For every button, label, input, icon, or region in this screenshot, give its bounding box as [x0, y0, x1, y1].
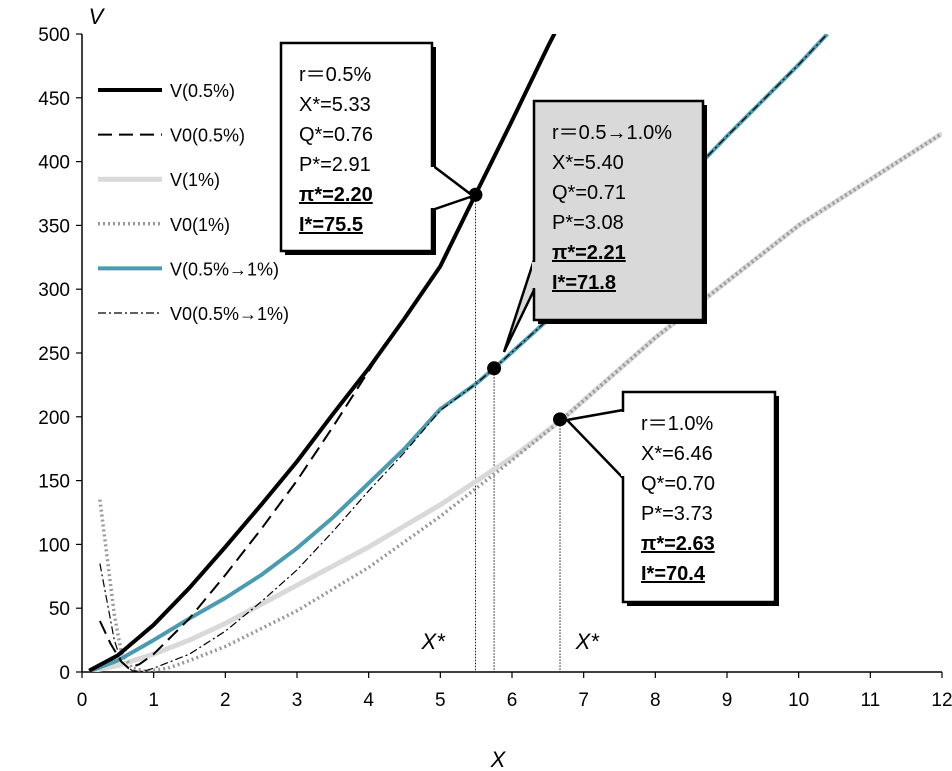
- callout-bold-line: I*=75.5: [299, 214, 363, 236]
- callout-line: P*=3.73: [641, 503, 713, 525]
- x-tick-label: 2: [220, 690, 231, 711]
- legend-label: V0(0.5%): [170, 126, 245, 146]
- x-tick-label: 9: [722, 690, 733, 711]
- x-tick-label: 11: [860, 690, 880, 711]
- y-axis-title: V: [89, 4, 106, 29]
- legend: V(0.5%) V0(0.5%) V(1%) V0(1%) V(0.5%→1%) V0(0…: [98, 81, 289, 324]
- x-tick-label: 6: [507, 690, 518, 711]
- x-star-label: X*: [575, 629, 601, 654]
- callout-line: Q*=0.70: [641, 473, 715, 495]
- callout-line: X*=5.40: [552, 152, 624, 174]
- legend-label: V0(1%): [170, 215, 230, 235]
- callout-r05to10: r＝0.5→1.0% X*=5.40 Q*=0.71 P*=3.08 π*=2.21 I*…: [502, 99, 707, 353]
- x-tick-label: 5: [435, 690, 446, 711]
- y-tick-label: 300: [38, 280, 70, 301]
- optimum-marker: [468, 187, 483, 202]
- y-tick-label: 50: [49, 599, 70, 620]
- callout-r10: r＝1.0% X*=6.46 Q*=0.70 P*=3.73 π*=2.63 I*=70.…: [564, 390, 779, 606]
- callout-line: Q*=0.71: [552, 182, 626, 204]
- callout-bold-line: π*=2.63: [641, 533, 715, 555]
- legend-label: V(1%): [170, 170, 220, 190]
- callout-line: X*=6.46: [641, 443, 713, 465]
- x-tick-label: 10: [788, 690, 809, 711]
- callout-bold-line: I*=71.8: [552, 272, 616, 294]
- callout-bold-line: π*=2.20: [299, 184, 373, 206]
- legend-label: V(0.5%): [170, 81, 235, 101]
- legend-label: V0(0.5%→1%): [170, 304, 289, 324]
- callout-box: [532, 99, 705, 322]
- y-tick-label: 400: [38, 153, 70, 174]
- y-tick-label: 350: [38, 216, 70, 237]
- callout-line: X*=5.33: [299, 94, 371, 116]
- callout-line: P*=2.91: [299, 154, 371, 176]
- callout-box: [621, 390, 777, 604]
- callout-bold-line: I*=70.4: [641, 563, 706, 585]
- callout-pointer: [430, 162, 476, 212]
- optimum-marker: [487, 361, 502, 376]
- series-line: [98, 337, 392, 670]
- series-line: [98, 132, 942, 672]
- x-tick-label: 7: [578, 690, 589, 711]
- callout-r05: r＝0.5% X*=5.33 Q*=0.76 P*=2.91 π*=2.20 I*=75.…: [279, 41, 476, 255]
- x-axis-title: X: [490, 747, 507, 771]
- y-tick-label: 200: [38, 408, 70, 429]
- y-tick-label: 0: [59, 663, 70, 684]
- y-tick-label: 500: [38, 25, 70, 46]
- legend-label: V(0.5%→1%): [170, 259, 279, 279]
- callout-box: [279, 41, 434, 253]
- callout-line: r＝0.5%: [299, 64, 371, 86]
- x-tick-label: 3: [292, 690, 303, 711]
- marker-points: [468, 187, 568, 427]
- x-star-guide-lines: [475, 194, 561, 672]
- x-tick-label: 8: [650, 690, 661, 711]
- y-tick-label: 100: [38, 535, 70, 556]
- y-tick-label: 450: [38, 89, 70, 110]
- x-star-label: X*: [421, 629, 447, 654]
- series-line: [88, 34, 557, 672]
- callout-line: r＝1.0%: [641, 413, 713, 435]
- callout-line: Q*=0.76: [299, 124, 373, 146]
- x-tick-label: 12: [931, 690, 952, 711]
- optimum-marker: [553, 412, 568, 427]
- x-star-labels: X* X*: [421, 629, 601, 654]
- callout-line: P*=3.08: [552, 212, 624, 234]
- x-tick-label: 1: [148, 690, 159, 711]
- callouts: r＝0.5% X*=5.33 Q*=0.76 P*=2.91 π*=2.20 I*=75.…: [279, 41, 779, 606]
- x-tick-label: 4: [363, 690, 374, 711]
- y-tick-label: 150: [38, 472, 70, 493]
- callout-bold-line: π*=2.21: [552, 242, 626, 264]
- y-tick-label: 250: [38, 344, 70, 365]
- callout-line: r＝0.5→1.0%: [552, 122, 672, 144]
- callout-pointer: [564, 408, 625, 482]
- x-tick-label: 0: [77, 690, 88, 711]
